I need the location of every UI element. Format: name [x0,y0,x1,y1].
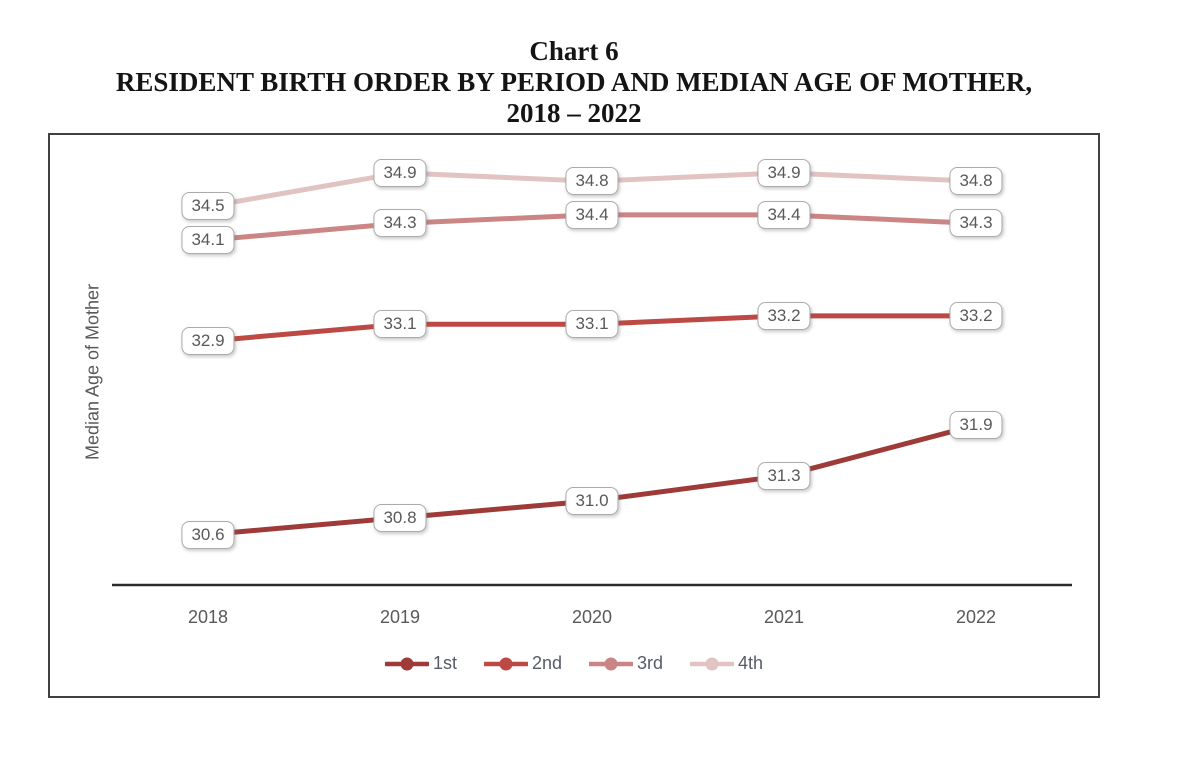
data-label-3rd: 34.3 [949,209,1003,238]
data-label-2nd: 33.2 [757,301,811,330]
data-label-2nd: 33.2 [949,301,1003,330]
data-label-2nd: 33.1 [565,310,619,339]
chart-title-line2: RESIDENT BIRTH ORDER BY PERIOD AND MEDIA… [115,67,1033,97]
data-label-1st: 30.8 [373,503,427,532]
data-label-4th: 34.9 [373,158,427,187]
data-label-2nd: 32.9 [181,327,235,356]
x-tick-label: 2021 [763,607,805,627]
data-label-4th: 34.5 [181,192,235,221]
data-label-3rd: 34.3 [373,209,427,238]
legend: 1st 2nd 3rd 4th [50,653,1098,674]
legend-marker-icon [690,657,735,670]
data-label-1st: 31.9 [949,411,1003,440]
legend-marker-icon [483,657,528,670]
data-label-1st: 31.0 [565,486,619,515]
x-tick-label: 2020 [571,607,613,627]
data-label-2nd: 33.1 [373,310,427,339]
data-label-1st: 30.6 [181,520,235,549]
legend-label: 2nd [531,653,562,673]
x-tick-label: 2018 [187,607,229,627]
data-label-4th: 34.8 [565,167,619,196]
legend-label: 1st [432,653,457,673]
chart-title: Chart 6 RESIDENT BIRTH ORDER BY PERIOD A… [48,36,1100,129]
legend-marker-icon [589,657,633,670]
legend-label: 3rd [637,653,664,673]
legend-marker-icon [384,657,429,670]
data-label-3rd: 34.4 [565,200,619,229]
data-label-1st: 31.3 [757,461,811,490]
chart-title-line1: Chart 6 [529,36,619,66]
y-axis-title: Median Age of Mother [82,283,103,461]
x-tick-label: 2019 [379,607,421,627]
data-label-4th: 34.9 [757,158,811,187]
legend-item-4th: 4th [690,653,763,674]
data-label-3rd: 34.1 [181,226,235,255]
data-label-4th: 34.8 [949,167,1003,196]
legend-item-2nd: 2nd [483,653,562,674]
legend-item-3rd: 3rd [589,653,663,674]
chart-frame: Median Age of Mother 30.6 30.8 31.0 31.3 31.… [48,133,1100,698]
data-label-3rd: 34.4 [757,200,811,229]
x-tick-label: 2022 [955,607,997,627]
chart-title-line3: 2018 – 2022 [506,98,642,128]
legend-label: 4th [738,653,764,673]
series-line-1st [205,422,979,538]
legend-item-1st: 1st [384,653,457,674]
